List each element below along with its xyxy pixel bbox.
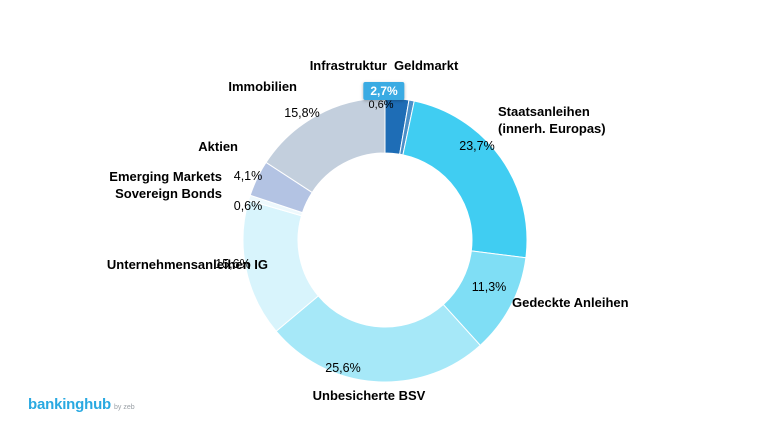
- label-infrastruktur: Infrastruktur: [309, 58, 387, 73]
- bankinghub-logo: bankinghub by zeb: [28, 396, 135, 413]
- bankinghub-logo-brand: bankinghub: [28, 396, 111, 413]
- label-unbesicherte-bsv: Unbesicherte BSV: [312, 388, 426, 403]
- pct-staatsanleihen: 23,7%: [459, 139, 495, 153]
- pct-immobilien: 15,8%: [284, 106, 320, 120]
- label-geldmarkt: Geldmarkt: [393, 58, 459, 73]
- pct-gedeckte-anleihen: 11,3%: [471, 280, 507, 294]
- label-emerging-markets-line2: Sovereign Bonds: [115, 186, 222, 201]
- tooltip-infrastruktur-value: 2,7%: [363, 82, 405, 100]
- label-immobilien: Immobilien: [228, 79, 297, 94]
- label-emerging-markets-line1: Emerging Markets: [109, 169, 222, 184]
- label-emerging-markets: Emerging Markets Sovereign Bonds: [109, 168, 222, 202]
- label-aktien: Aktien: [198, 139, 238, 154]
- bankinghub-logo-byline: by zeb: [114, 404, 135, 411]
- pct-unternehmensanleihen: 15,6%: [215, 257, 251, 271]
- label-unternehmensanleihen: Unternehmensanleihen IG: [106, 257, 268, 272]
- pct-aktien: 4,1%: [233, 169, 263, 183]
- top-category-labels: Infrastruktur Geldmarkt: [310, 57, 459, 74]
- donut-slice-staatsanleihen-innerh-europas-[interactable]: [402, 100, 528, 259]
- label-staatsanleihen-line1: Staatsanleihen: [498, 104, 590, 119]
- pct-emerging-markets: 0,6%: [233, 199, 263, 213]
- label-staatsanleihen-line2: (innerh. Europas): [498, 121, 606, 136]
- label-gedeckte-anleihen: Gedeckte Anleihen: [512, 295, 629, 310]
- pct-geldmarkt: 0,6%: [368, 99, 394, 111]
- label-staatsanleihen: Staatsanleihen (innerh. Europas): [498, 103, 606, 137]
- pct-unbesicherte-bsv: 25,6%: [325, 361, 361, 375]
- donut-slice-unbesicherte-bsv[interactable]: [275, 295, 481, 383]
